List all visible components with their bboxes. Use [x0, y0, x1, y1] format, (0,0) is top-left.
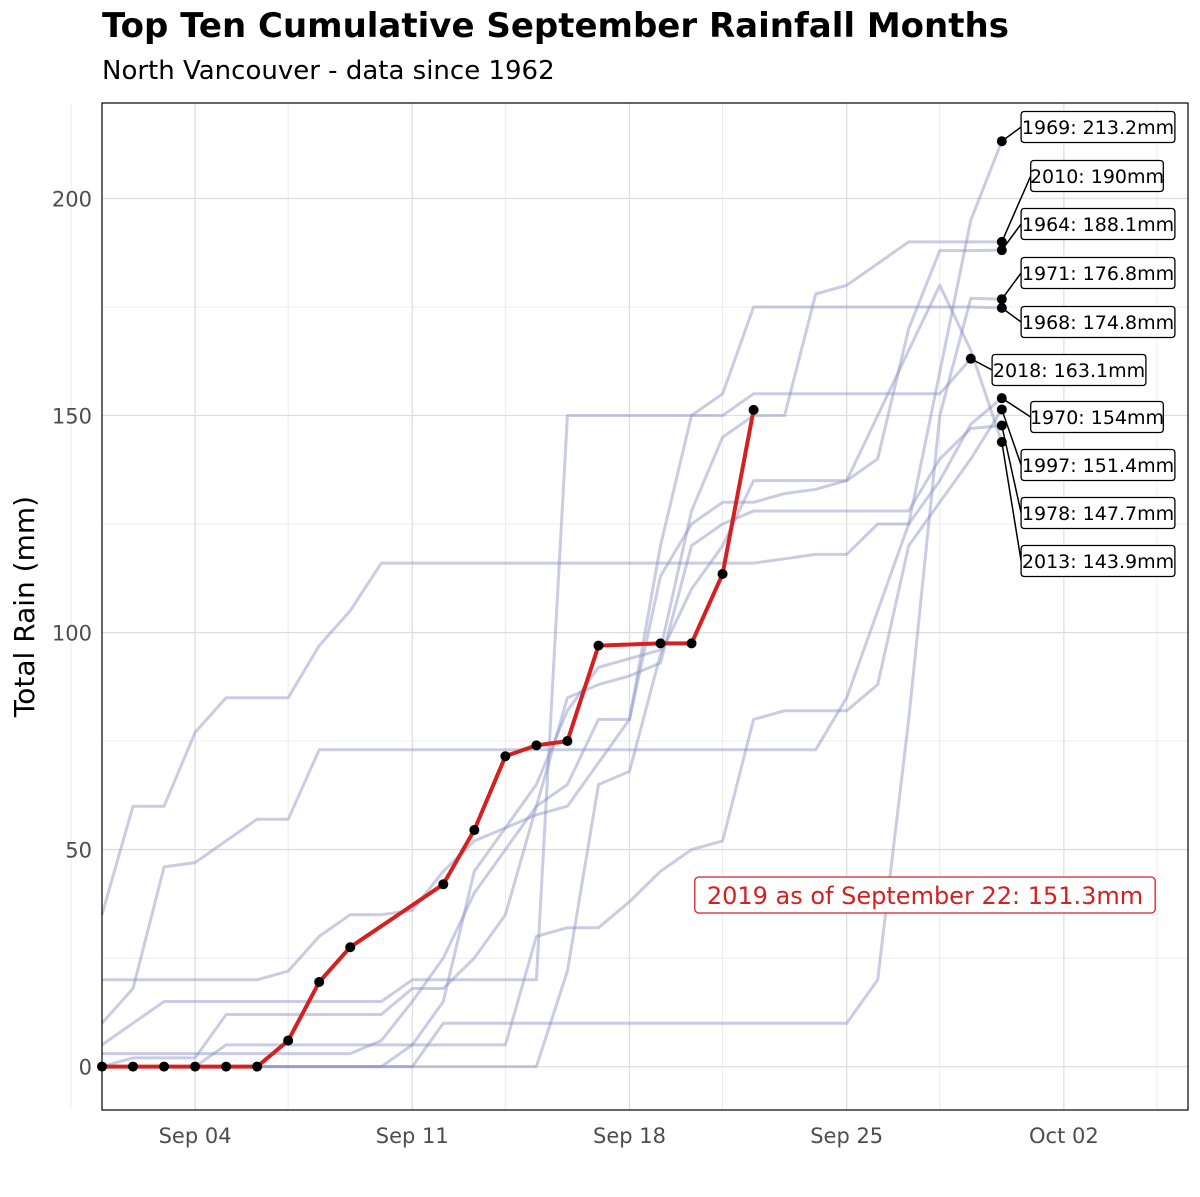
label-connector: [1001, 272, 1022, 300]
current-point: [190, 1061, 201, 1072]
historical-line: [101, 357, 972, 1047]
y-tick-label: 0: [79, 1056, 92, 1080]
axes: Sep 04 Sep 11 Sep 18 Sep 25 Oct 02 0 50 100 150 2…: [8, 187, 1099, 1148]
series-label: 1964: 188.1mm: [1022, 214, 1174, 236]
series-label-box: [1020, 448, 1176, 482]
historical-line: [101, 283, 1004, 1069]
current-point: [562, 736, 573, 747]
series-label-box: [1030, 159, 1164, 193]
series-labels: 1969: 213.2mm 2010: 190mm 1964: 188.1mm 197…: [694, 110, 1176, 914]
current-point: [531, 740, 542, 751]
y-axis-label: Total Rain (mm): [8, 496, 41, 718]
series-label-box: [1020, 544, 1176, 578]
current-point: [314, 976, 325, 987]
current-point: [283, 1035, 294, 1046]
series-label-box: [1020, 110, 1176, 144]
historical-line: [100, 140, 1004, 1025]
series-label: 2018: 163.1mm: [993, 360, 1145, 382]
series-label: 1968: 174.8mm: [1022, 312, 1174, 334]
series-label-box: [1030, 400, 1164, 434]
x-tick-label: Sep 11: [376, 1124, 449, 1148]
current-point: [345, 942, 356, 953]
label-connector: [1001, 175, 1032, 243]
series-label: 1978: 147.7mm: [1022, 503, 1174, 525]
series-end-point: [996, 136, 1007, 147]
plot-background: [102, 103, 1188, 1110]
label-connector: [1001, 223, 1022, 251]
historical-line: [102, 240, 1002, 1069]
series-label-box: [1020, 496, 1176, 530]
x-tick-label: Sep 04: [159, 1124, 232, 1148]
y-tick-label: 100: [52, 622, 92, 646]
chart-title: Top Ten Cumulative September Rainfall Mo…: [102, 6, 1009, 46]
y-tick-label: 150: [52, 405, 92, 429]
series-end-point: [996, 245, 1007, 256]
current-point: [128, 1061, 139, 1072]
chart-subtitle: North Vancouver - data since 1962: [102, 56, 555, 86]
series-end-point: [996, 294, 1007, 305]
series-end-point: [965, 353, 976, 364]
series-end-point: [996, 302, 1007, 313]
series-label: 1970: 154mm: [1030, 407, 1164, 429]
current-point: [438, 879, 449, 890]
current-series: [97, 404, 759, 1072]
series-label: 1997: 151.4mm: [1022, 455, 1174, 477]
current-point: [500, 751, 511, 762]
series-end-point: [996, 420, 1007, 431]
series-end-point: [996, 393, 1007, 404]
annotation-box: [694, 876, 1156, 914]
series-label: 2010: 190mm: [1030, 166, 1164, 188]
series-label: 1971: 176.8mm: [1022, 263, 1174, 285]
current-point: [748, 404, 759, 415]
grid-lines: [70, 103, 1188, 1110]
series-end-point: [996, 236, 1007, 247]
x-tick-label: Sep 25: [810, 1124, 883, 1148]
y-tick-label: 200: [52, 187, 92, 211]
label-connector: [1001, 409, 1022, 466]
series-label-box: [1020, 256, 1176, 290]
series-label: 2013: 143.9mm: [1022, 551, 1174, 573]
series-end-point: [996, 436, 1007, 447]
annotation-text: 2019 as of September 22: 151.3mm: [707, 882, 1143, 910]
current-point: [252, 1061, 263, 1072]
x-tick-label: Oct 02: [1029, 1124, 1099, 1148]
label-connector: [1001, 441, 1022, 562]
current-point: [593, 640, 604, 651]
x-tick-label: Sep 18: [593, 1124, 666, 1148]
series-label-box: [1020, 207, 1176, 241]
historical-line: [102, 305, 1002, 982]
current-point: [655, 638, 666, 649]
series-label-box: [1020, 305, 1176, 339]
current-point: [469, 825, 480, 836]
historical-series: [100, 140, 1004, 1069]
current-point: [717, 568, 728, 579]
y-tick-label: 50: [65, 839, 92, 863]
historical-line: [102, 424, 1002, 1056]
historical-line: [100, 397, 1003, 916]
series-label: 1969: 213.2mm: [1022, 117, 1174, 139]
plot-frame: [101, 102, 1189, 1111]
series-end-point: [996, 404, 1007, 415]
series-label-box: [991, 353, 1147, 387]
label-connector: [1001, 397, 1032, 418]
current-point: [159, 1061, 170, 1072]
current-point: [221, 1061, 232, 1072]
current-point: [686, 638, 697, 649]
